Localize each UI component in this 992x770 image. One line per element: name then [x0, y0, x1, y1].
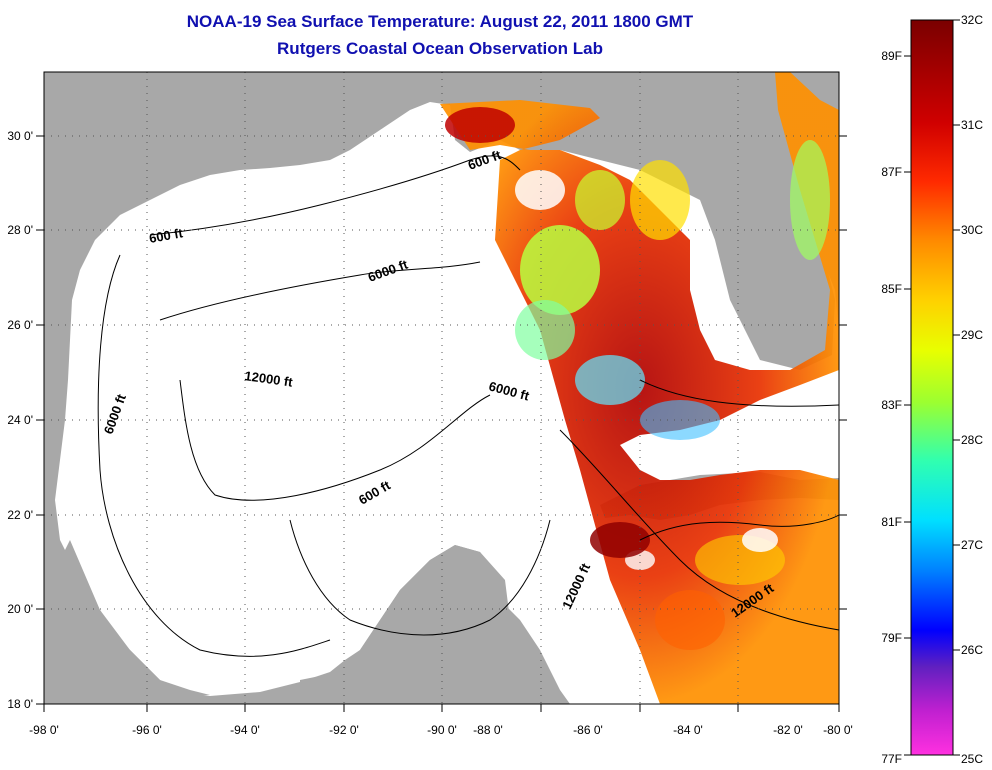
- colorbar-c-label: 26C: [961, 643, 983, 657]
- colorbar-c-label: 27C: [961, 538, 983, 552]
- map-title: NOAA-19 Sea Surface Temperature: August …: [186, 12, 694, 31]
- lat-label: 28 0': [7, 223, 33, 237]
- lon-label: -84 0': [673, 723, 703, 737]
- colorbar-f-label: 89F: [881, 49, 902, 63]
- colorbar-scale: [910, 19, 954, 756]
- colorbar-c-label: 32C: [961, 13, 983, 27]
- lon-label: -98 0': [29, 723, 59, 737]
- lon-label: -92 0': [329, 723, 359, 737]
- graticule: [44, 72, 839, 704]
- colorbar-c-label: 29C: [961, 328, 983, 342]
- lat-label: 26 0': [7, 318, 33, 332]
- lon-label: -96 0': [132, 723, 162, 737]
- lon-label: -80 0': [823, 723, 853, 737]
- colorbar-f-label: 87F: [881, 165, 902, 179]
- bathymetry-contours: [97, 155, 840, 657]
- contour-label: 600 ft: [148, 225, 185, 246]
- lon-label: -86 0': [573, 723, 603, 737]
- lon-axis: -98 0' -96 0' -94 0' -92 0' -90 0' -88 0…: [29, 723, 853, 737]
- lat-label: 30 0': [7, 129, 33, 143]
- colorbar-f-label: 81F: [881, 515, 902, 529]
- lat-axis: 18 0' 20 0' 22 0' 24 0' 26 0' 28 0' 30 0…: [7, 129, 33, 711]
- map-subtitle: Rutgers Coastal Ocean Observation Lab: [277, 39, 603, 58]
- lat-label: 24 0': [7, 413, 33, 427]
- colorbar-c-label: 25C: [961, 752, 983, 766]
- lat-label: 18 0': [7, 697, 33, 711]
- lon-label: -94 0': [230, 723, 260, 737]
- lat-label: 20 0': [7, 602, 33, 616]
- colorbar-c-label: 31C: [961, 118, 983, 132]
- colorbar: 32C 31C 30C 29C 28C 27C 26C 25C 89F 87F …: [881, 13, 983, 766]
- colorbar-f-label: 85F: [881, 282, 902, 296]
- colorbar-f-label: 77F: [881, 752, 902, 766]
- lon-label: -90 0': [427, 723, 457, 737]
- axis-ticks: [36, 135, 847, 712]
- colorbar-f-label: 79F: [881, 631, 902, 645]
- colorbar-f-label: 83F: [881, 398, 902, 412]
- colorbar-c-label: 28C: [961, 433, 983, 447]
- lat-label: 22 0': [7, 508, 33, 522]
- colorbar-c-label: 30C: [961, 223, 983, 237]
- lon-label: -82 0': [773, 723, 803, 737]
- lon-label: -88 0': [473, 723, 503, 737]
- contour-label: 12000 ft: [244, 368, 295, 390]
